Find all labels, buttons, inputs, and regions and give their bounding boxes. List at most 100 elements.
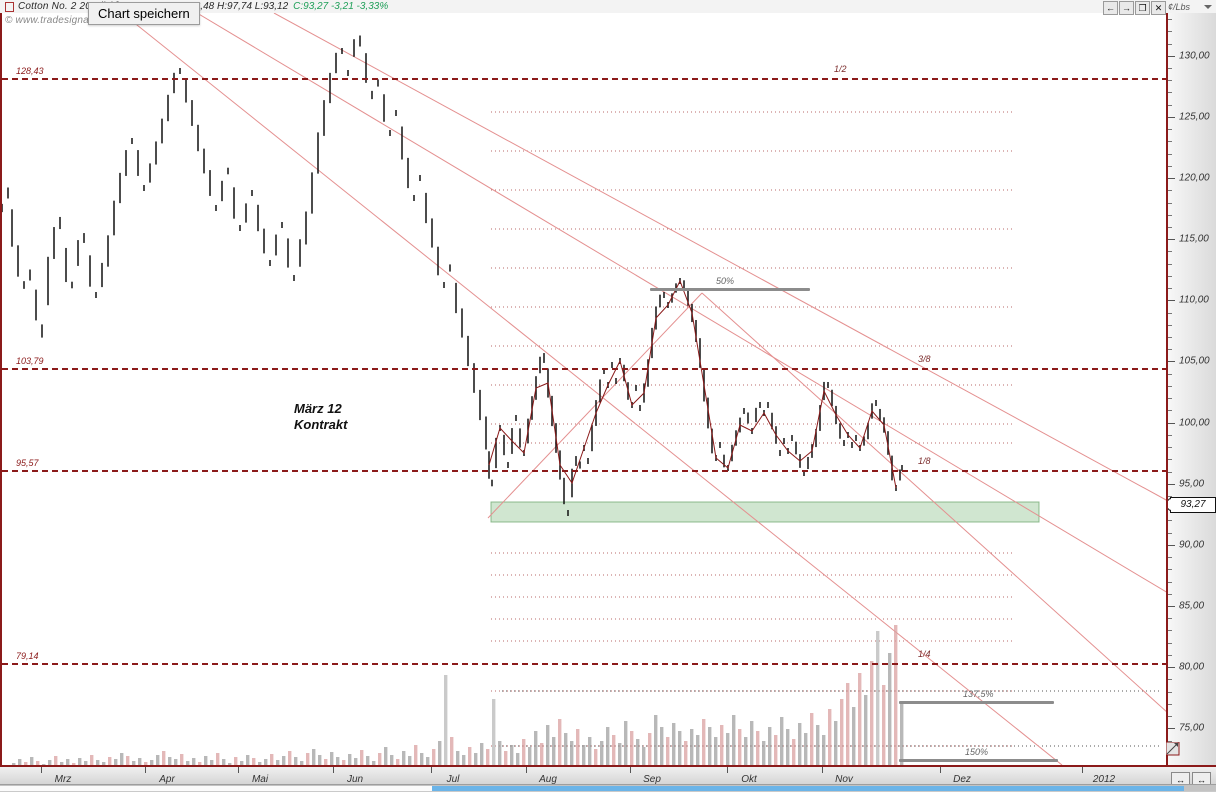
volume-bar: [684, 741, 688, 765]
volume-bar: [624, 721, 628, 765]
price-axis-minor-tick: [1168, 642, 1172, 644]
volume-bar: [354, 758, 358, 765]
volume-bar: [714, 737, 718, 765]
volume-bar: [312, 749, 316, 765]
price-axis-minor-tick: [1168, 68, 1172, 70]
price-axis-minor-tick: [1168, 202, 1172, 204]
fib-level-line: [2, 470, 1168, 472]
volume-bar: [96, 760, 100, 765]
tooltip-chart-speichern: Chart speichern: [88, 2, 200, 25]
trend-channel-line: [273, 13, 1168, 502]
volume-bar: [864, 695, 868, 765]
volume-bar: [330, 752, 334, 765]
volume-bar: [132, 761, 136, 765]
symbol-label: Cotton No. 2 20: [18, 1, 92, 12]
retracement-bar: [899, 759, 1058, 762]
price-axis[interactable]: 130,00 125,00 120,00 115,00 110,00 105,00 100,…: [1166, 13, 1216, 765]
support-zone-rect: [490, 501, 1040, 523]
chart-vector-layer: [2, 13, 1168, 765]
price-axis-minor-tick: [1168, 275, 1172, 277]
volume-bar: [300, 761, 304, 765]
volume-bar: [846, 683, 850, 765]
price-axis-tick: [1168, 483, 1175, 485]
price-axis-minor-tick: [1168, 691, 1172, 693]
contract-annotation: März 12 Kontrakt: [294, 401, 348, 433]
price-axis-minor-tick: [1168, 373, 1172, 375]
price-axis-minor-tick: [1168, 532, 1172, 534]
price-axis-minor-tick: [1168, 214, 1172, 216]
volume-bar: [72, 763, 76, 765]
time-axis-label: Dez: [953, 774, 971, 785]
chart-plot-area[interactable]: 128,43 1/2 103,79 3/8 95,57 1/8 79,14 1/4 50% 137…: [0, 13, 1168, 765]
resize-corner-icon[interactable]: [1166, 742, 1180, 756]
volume-bar: [768, 727, 772, 765]
price-axis-minor-tick: [1168, 630, 1172, 632]
price-axis-tick: [1168, 606, 1175, 608]
volume-bar: [804, 733, 808, 765]
retracement-bar: [899, 701, 1054, 704]
volume-bar: [168, 757, 172, 765]
volume-bar: [24, 762, 28, 765]
trend-channel-line: [487, 292, 703, 519]
back-button[interactable]: ←: [1103, 1, 1118, 15]
price-axis-minor-tick: [1168, 165, 1172, 167]
price-axis-minor-tick: [1168, 153, 1172, 155]
time-axis-label: Aug: [539, 774, 557, 785]
taskbar-segment-active: [432, 786, 1184, 791]
volume-bar: [522, 739, 526, 765]
volume-bar: [336, 757, 340, 765]
volume-bar: [708, 727, 712, 765]
close-button[interactable]: ✕: [1151, 1, 1166, 15]
volume-bar: [852, 707, 856, 765]
volume-bar: [366, 756, 370, 765]
volume-bar: [828, 709, 832, 765]
volume-bar: [228, 763, 232, 765]
volume-bar: [426, 757, 430, 765]
volume-bar: [414, 745, 418, 765]
price-axis-label: 75,00: [1179, 722, 1205, 734]
volume-bar: [810, 713, 814, 765]
unit-label: ¢/Lbs: [1168, 2, 1191, 12]
volume-bar: [540, 743, 544, 765]
price-axis-minor-tick: [1168, 654, 1172, 656]
volume-bar: [552, 737, 556, 765]
volume-bar: [60, 762, 64, 765]
price-axis-minor-tick: [1168, 569, 1172, 571]
time-axis-tick: [727, 767, 728, 773]
price-axis-minor-tick: [1168, 703, 1172, 705]
volume-bar: [576, 729, 580, 765]
watermark-label: © www.tradesignalonline.com: [5, 15, 142, 26]
volume-bar: [876, 631, 880, 765]
volume-bar: [210, 760, 214, 765]
price-axis-minor-tick: [1168, 288, 1172, 290]
volume-bar: [222, 759, 226, 765]
unit-dropdown[interactable]: ¢/Lbs: [1168, 1, 1212, 13]
volume-bar: [324, 759, 328, 765]
volume-bar: [660, 727, 664, 765]
price-axis-label: 125,00: [1179, 111, 1210, 123]
volume-bar: [858, 673, 862, 765]
forward-button[interactable]: →: [1119, 1, 1134, 15]
volume-bar: [150, 760, 154, 765]
fib-level-line: [2, 368, 1168, 370]
price-axis-minor-tick: [1168, 447, 1172, 449]
volume-bar: [246, 755, 250, 765]
volume-bar: [900, 703, 904, 765]
price-axis-minor-tick: [1168, 471, 1172, 473]
volume-bar: [36, 761, 40, 765]
volume-bar: [450, 737, 454, 765]
volume-bar: [762, 741, 766, 765]
volume-bar: [318, 755, 322, 765]
price-axis-minor-tick: [1168, 129, 1172, 131]
price-axis-minor-tick: [1168, 410, 1172, 412]
price-axis-minor-tick: [1168, 312, 1172, 314]
time-axis-tick: [238, 767, 239, 773]
price-axis-minor-tick: [1168, 716, 1172, 718]
fib-level-line: [2, 78, 1168, 80]
taskbar-segment-left: [0, 786, 432, 791]
volume-bar: [822, 735, 826, 765]
change-label: C:93,27 -3,21 -3,33%: [293, 1, 389, 12]
price-axis-minor-tick: [1168, 43, 1172, 45]
restore-button[interactable]: ❐: [1135, 1, 1150, 15]
